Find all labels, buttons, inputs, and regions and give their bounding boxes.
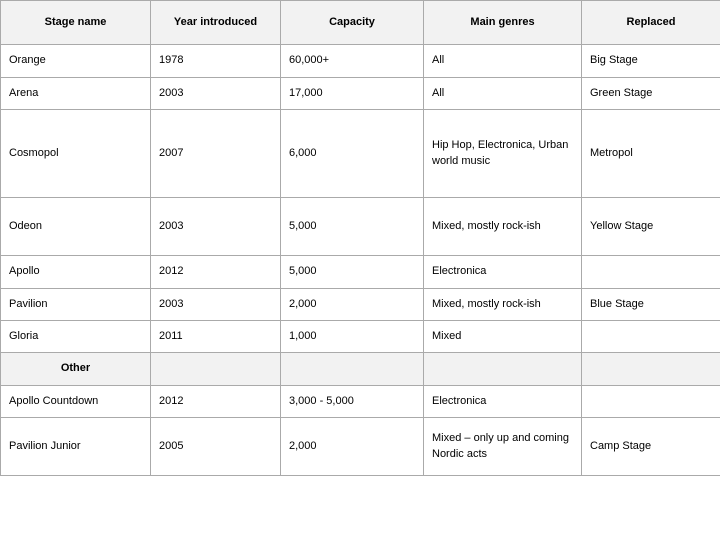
table-cell: [582, 385, 720, 417]
table-cell: All: [424, 45, 582, 77]
table-row: Orange197860,000+AllBig Stage: [1, 45, 720, 77]
table-cell: 2011: [151, 320, 281, 352]
table-cell: [151, 353, 281, 385]
table-row: Pavilion20032,000Mixed, mostly rock-ishB…: [1, 288, 720, 320]
table-cell: Mixed – only up and coming Nordic acts: [424, 418, 582, 476]
table-row: Arena200317,000AllGreen Stage: [1, 77, 720, 109]
table-cell: Pavilion Junior: [1, 418, 151, 476]
table-cell: Mixed, mostly rock-ish: [424, 198, 582, 256]
table-cell: 2005: [151, 418, 281, 476]
table-cell: [582, 256, 720, 288]
table-cell: Mixed: [424, 320, 582, 352]
table-row: Odeon20035,000Mixed, mostly rock-ishYell…: [1, 198, 720, 256]
table-cell: Gloria: [1, 320, 151, 352]
table-cell: [582, 320, 720, 352]
table-cell: [424, 353, 582, 385]
table-cell: Orange: [1, 45, 151, 77]
table-cell: Metropol: [582, 110, 720, 198]
stages-table: Stage name Year introduced Capacity Main…: [0, 0, 720, 476]
table-cell: Arena: [1, 77, 151, 109]
table-cell: 17,000: [281, 77, 424, 109]
table-cell: 2,000: [281, 418, 424, 476]
table-row: Apollo Countdown20123,000 - 5,000Electro…: [1, 385, 720, 417]
table-cell: 1,000: [281, 320, 424, 352]
table-cell: Electronica: [424, 385, 582, 417]
table-cell: All: [424, 77, 582, 109]
table-row: Gloria20111,000Mixed: [1, 320, 720, 352]
table-cell: Camp Stage: [582, 418, 720, 476]
table-cell: 2007: [151, 110, 281, 198]
table-cell: 2003: [151, 77, 281, 109]
table-cell: Mixed, mostly rock-ish: [424, 288, 582, 320]
table-cell: [281, 353, 424, 385]
table-cell: Apollo: [1, 256, 151, 288]
col-replaced: Replaced: [582, 1, 720, 45]
table-cell: 2012: [151, 256, 281, 288]
table-cell: Other: [1, 353, 151, 385]
col-stage-name: Stage name: [1, 1, 151, 45]
table-cell: 6,000: [281, 110, 424, 198]
table-cell: [582, 353, 720, 385]
table-body: Orange197860,000+AllBig StageArena200317…: [1, 45, 720, 476]
table-cell: 60,000+: [281, 45, 424, 77]
table-cell: Yellow Stage: [582, 198, 720, 256]
table-cell: 5,000: [281, 256, 424, 288]
table-row: Cosmopol20076,000Hip Hop, Electronica, U…: [1, 110, 720, 198]
table-cell: 2012: [151, 385, 281, 417]
table-cell: 2003: [151, 288, 281, 320]
table-cell: 2,000: [281, 288, 424, 320]
table-cell: Big Stage: [582, 45, 720, 77]
col-capacity: Capacity: [281, 1, 424, 45]
col-main-genres: Main genres: [424, 1, 582, 45]
table-cell: Cosmopol: [1, 110, 151, 198]
table-cell: Green Stage: [582, 77, 720, 109]
table-row: Pavilion Junior20052,000Mixed – only up …: [1, 418, 720, 476]
table-cell: 2003: [151, 198, 281, 256]
table-subheader-row: Other: [1, 353, 720, 385]
table-cell: Blue Stage: [582, 288, 720, 320]
table-cell: 1978: [151, 45, 281, 77]
table-cell: 3,000 - 5,000: [281, 385, 424, 417]
table-cell: Pavilion: [1, 288, 151, 320]
table-cell: 5,000: [281, 198, 424, 256]
table-cell: Hip Hop, Electronica, Urban world music: [424, 110, 582, 198]
table-cell: Apollo Countdown: [1, 385, 151, 417]
table-cell: Electronica: [424, 256, 582, 288]
table-row: Apollo20125,000Electronica: [1, 256, 720, 288]
col-year-introduced: Year introduced: [151, 1, 281, 45]
table-cell: Odeon: [1, 198, 151, 256]
table-header-row: Stage name Year introduced Capacity Main…: [1, 1, 720, 45]
